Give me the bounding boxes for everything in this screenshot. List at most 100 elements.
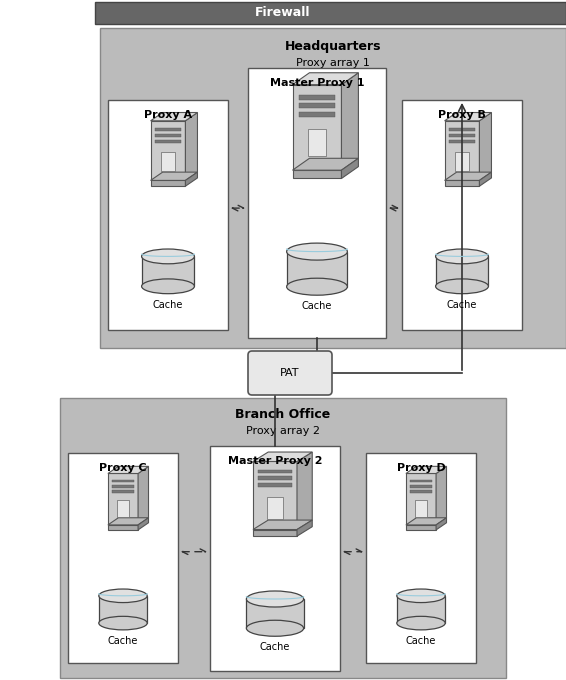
- Polygon shape: [479, 172, 491, 186]
- Bar: [308, 129, 326, 156]
- Bar: [449, 140, 475, 143]
- Polygon shape: [436, 466, 447, 525]
- Polygon shape: [406, 466, 447, 473]
- Polygon shape: [108, 466, 148, 473]
- Polygon shape: [138, 466, 148, 525]
- Bar: [436, 256, 488, 286]
- Bar: [108, 100, 228, 330]
- Text: Firewall: Firewall: [255, 7, 311, 20]
- Text: Proxy D: Proxy D: [397, 463, 445, 473]
- Bar: [286, 252, 348, 287]
- Bar: [100, 28, 566, 348]
- Text: PAT: PAT: [280, 368, 300, 378]
- Polygon shape: [253, 452, 312, 462]
- Bar: [267, 497, 284, 519]
- Bar: [142, 256, 194, 286]
- Ellipse shape: [436, 249, 488, 264]
- Polygon shape: [406, 473, 436, 525]
- Polygon shape: [253, 520, 312, 530]
- Polygon shape: [151, 172, 198, 180]
- Bar: [210, 446, 340, 671]
- Text: Headquarters: Headquarters: [285, 40, 381, 53]
- Polygon shape: [293, 84, 341, 170]
- Text: Proxy array 2: Proxy array 2: [246, 426, 320, 436]
- Ellipse shape: [246, 591, 303, 607]
- Ellipse shape: [142, 249, 194, 264]
- Text: Cache: Cache: [260, 642, 290, 652]
- Polygon shape: [138, 517, 148, 530]
- Polygon shape: [293, 170, 341, 178]
- Bar: [299, 95, 335, 99]
- Ellipse shape: [397, 589, 445, 602]
- Bar: [112, 479, 134, 483]
- Polygon shape: [444, 180, 479, 186]
- Polygon shape: [341, 73, 358, 170]
- Text: Branch Office: Branch Office: [235, 408, 331, 421]
- Text: Cache: Cache: [406, 636, 436, 646]
- Ellipse shape: [286, 278, 348, 295]
- Polygon shape: [406, 517, 447, 525]
- Bar: [161, 152, 175, 171]
- Bar: [68, 453, 178, 663]
- Polygon shape: [151, 121, 186, 180]
- Polygon shape: [108, 525, 138, 530]
- Text: Proxy A: Proxy A: [144, 110, 192, 120]
- Bar: [259, 483, 291, 487]
- Polygon shape: [479, 112, 491, 180]
- Polygon shape: [297, 520, 312, 536]
- Bar: [246, 599, 303, 628]
- Text: Cache: Cache: [108, 636, 138, 646]
- Polygon shape: [293, 158, 358, 170]
- Polygon shape: [341, 158, 358, 178]
- Polygon shape: [444, 172, 491, 180]
- Text: Cache: Cache: [153, 300, 183, 309]
- Text: Master Proxy 2: Master Proxy 2: [228, 456, 322, 466]
- FancyBboxPatch shape: [248, 351, 332, 395]
- Ellipse shape: [286, 243, 348, 260]
- Bar: [366, 453, 476, 663]
- Ellipse shape: [99, 589, 147, 602]
- Bar: [112, 490, 134, 493]
- Text: (parent): (parent): [310, 74, 355, 84]
- Bar: [449, 128, 475, 131]
- Bar: [248, 68, 386, 338]
- Polygon shape: [253, 530, 297, 536]
- Polygon shape: [151, 180, 186, 186]
- Polygon shape: [186, 112, 198, 180]
- Text: Master Proxy 1: Master Proxy 1: [270, 78, 365, 88]
- Ellipse shape: [436, 279, 488, 294]
- Bar: [410, 479, 432, 483]
- Polygon shape: [297, 452, 312, 530]
- Bar: [397, 596, 445, 623]
- Polygon shape: [151, 112, 198, 121]
- Ellipse shape: [246, 620, 303, 636]
- Ellipse shape: [142, 279, 194, 294]
- Bar: [449, 134, 475, 137]
- Polygon shape: [186, 172, 198, 186]
- Polygon shape: [436, 517, 447, 530]
- Polygon shape: [444, 121, 479, 180]
- Bar: [410, 490, 432, 493]
- Bar: [415, 500, 427, 517]
- Bar: [112, 485, 134, 488]
- Polygon shape: [444, 112, 491, 121]
- Ellipse shape: [397, 616, 445, 630]
- Bar: [60, 398, 506, 678]
- Bar: [155, 140, 181, 143]
- Polygon shape: [108, 473, 138, 525]
- Bar: [95, 2, 566, 24]
- Bar: [299, 112, 335, 117]
- Bar: [155, 134, 181, 137]
- Bar: [117, 500, 128, 517]
- Polygon shape: [406, 525, 436, 530]
- Ellipse shape: [99, 616, 147, 630]
- Text: Proxy B: Proxy B: [438, 110, 486, 120]
- Text: Cache: Cache: [447, 300, 477, 309]
- Text: Proxy C: Proxy C: [99, 463, 147, 473]
- Bar: [99, 596, 147, 623]
- Text: Proxy array 1: Proxy array 1: [296, 58, 370, 68]
- Polygon shape: [293, 73, 358, 84]
- Bar: [402, 100, 522, 330]
- Bar: [410, 485, 432, 488]
- Bar: [299, 103, 335, 108]
